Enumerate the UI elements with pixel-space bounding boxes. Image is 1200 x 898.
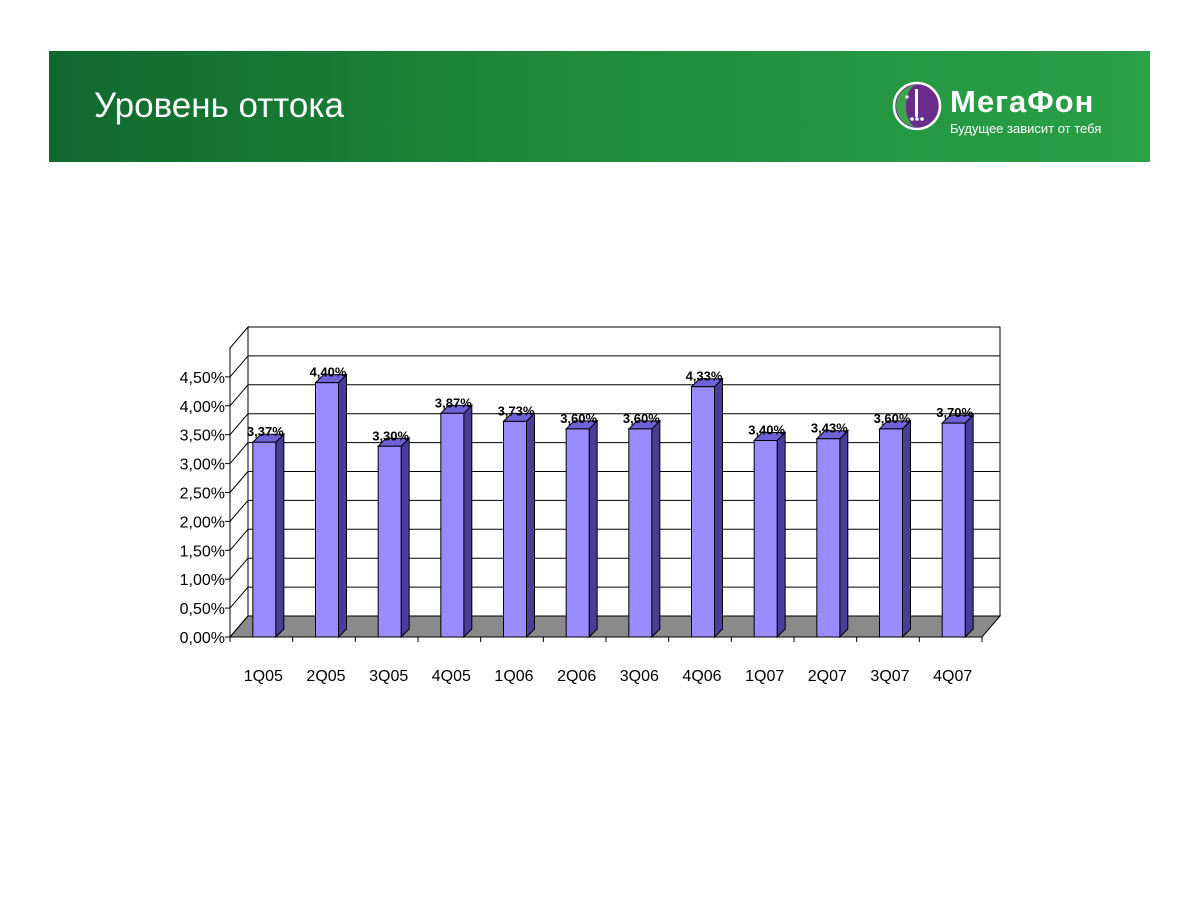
bar-side bbox=[964, 413, 974, 639]
bar bbox=[252, 441, 277, 638]
bar bbox=[628, 428, 653, 638]
gridline-side bbox=[229, 528, 249, 551]
bar bbox=[315, 382, 339, 638]
chart-bars bbox=[251, 373, 975, 639]
y-tick-label: 1,50% bbox=[180, 543, 225, 560]
y-tick-label: 4,50% bbox=[180, 370, 225, 387]
logo-name: МегаФон bbox=[950, 84, 1095, 119]
y-tick-label: 3,50% bbox=[180, 428, 225, 445]
x-tick-label: 2Q05 bbox=[306, 668, 345, 685]
y-tick-label: 0,00% bbox=[180, 630, 225, 647]
bar-data-label: 3,60% bbox=[623, 411, 660, 426]
y-tick-label: 2,00% bbox=[180, 514, 225, 531]
y-axis-tick-labels: 0,00% 0,50% 1,00% 1,50% 2,00% 2,50% 3,00% 3,50%… bbox=[180, 370, 225, 647]
bar bbox=[879, 428, 903, 638]
gridline-side bbox=[229, 413, 249, 436]
header-banner: Уровень оттока МегаФон Будущее зависит о… bbox=[49, 51, 1150, 162]
x-tick-label: 3Q05 bbox=[369, 668, 408, 685]
bar bbox=[941, 422, 966, 638]
page-title: Уровень оттока bbox=[94, 86, 344, 125]
logo-slogan: Будущее зависит от тебя bbox=[950, 121, 1102, 136]
x-axis-tick-labels: 1Q05 2Q05 3Q05 4Q05 1Q06 2Q06 3Q06 4Q06 1Q07 2Q07… bbox=[244, 668, 973, 685]
bar bbox=[503, 420, 527, 638]
x-tick-label: 3Q06 bbox=[620, 668, 659, 685]
bar bbox=[377, 445, 402, 638]
bar-data-label: 3,60% bbox=[874, 411, 911, 426]
bar-side bbox=[651, 419, 661, 639]
bar bbox=[565, 428, 590, 638]
bar-data-label: 3,87% bbox=[435, 395, 472, 410]
bar-data-label: 4,33% bbox=[686, 369, 723, 384]
chart-data-labels: 3,37% 4,40% 3,30% 3,87% 3,73% 3,60% 3,60% 4,33%… bbox=[247, 365, 974, 444]
gridline-side bbox=[229, 442, 249, 464]
chart-axes bbox=[225, 348, 983, 642]
bar-data-label: 3,37% bbox=[247, 424, 284, 439]
x-tick-label: 1Q07 bbox=[745, 668, 784, 685]
y-tick-label: 2,50% bbox=[180, 486, 225, 503]
x-tick-label: 1Q05 bbox=[244, 668, 283, 685]
bar-data-label: 3,40% bbox=[748, 422, 785, 437]
bar bbox=[753, 439, 778, 638]
bar bbox=[816, 438, 841, 638]
gridline-side bbox=[229, 471, 249, 493]
megafon-logo-icon bbox=[892, 81, 942, 131]
bar-data-label: 3,73% bbox=[498, 403, 535, 418]
bar-side bbox=[714, 377, 723, 639]
y-tick-label: 1,00% bbox=[180, 572, 225, 589]
bar-side bbox=[588, 419, 598, 639]
bar-data-label: 4,40% bbox=[310, 365, 347, 380]
bar bbox=[691, 386, 715, 638]
x-tick-label: 4Q05 bbox=[432, 668, 471, 685]
gridline-side bbox=[229, 355, 249, 378]
gridline-side bbox=[229, 500, 249, 522]
bar-side bbox=[400, 437, 410, 639]
bar-side bbox=[338, 373, 347, 639]
x-tick-label: 1Q06 bbox=[494, 668, 533, 685]
gridline-side bbox=[229, 557, 249, 580]
x-tick-label: 2Q07 bbox=[808, 668, 847, 685]
x-tick-label: 2Q06 bbox=[557, 668, 596, 685]
bar-data-label: 3,30% bbox=[372, 428, 409, 443]
bar-side bbox=[275, 433, 285, 639]
bar-side bbox=[839, 429, 849, 639]
churn-bar-chart: 3,37% 4,40% 3,30% 3,87% 3,73% 3,60% 3,60% 4,33%… bbox=[180, 325, 1002, 685]
gridline-side bbox=[229, 586, 249, 609]
bar-side bbox=[463, 404, 473, 639]
bar-data-label: 3,60% bbox=[560, 411, 597, 426]
bar bbox=[440, 412, 465, 638]
x-tick-label: 4Q07 bbox=[933, 668, 972, 685]
gridline-side bbox=[229, 384, 249, 407]
y-tick-label: 4,00% bbox=[180, 399, 225, 416]
y-tick-label: 0,50% bbox=[180, 601, 225, 618]
bar-side bbox=[776, 431, 786, 639]
chart-gridlines bbox=[229, 355, 1000, 638]
x-tick-label: 3Q07 bbox=[870, 668, 909, 685]
bar-side bbox=[526, 412, 535, 639]
bar-data-label: 3,70% bbox=[936, 405, 973, 420]
bar-side bbox=[902, 419, 911, 639]
x-tick-label: 4Q06 bbox=[682, 668, 721, 685]
y-tick-label: 3,00% bbox=[180, 457, 225, 474]
megafon-logo: МегаФон Будущее зависит от тебя bbox=[892, 81, 1132, 141]
bar-data-label: 3,43% bbox=[811, 421, 848, 436]
